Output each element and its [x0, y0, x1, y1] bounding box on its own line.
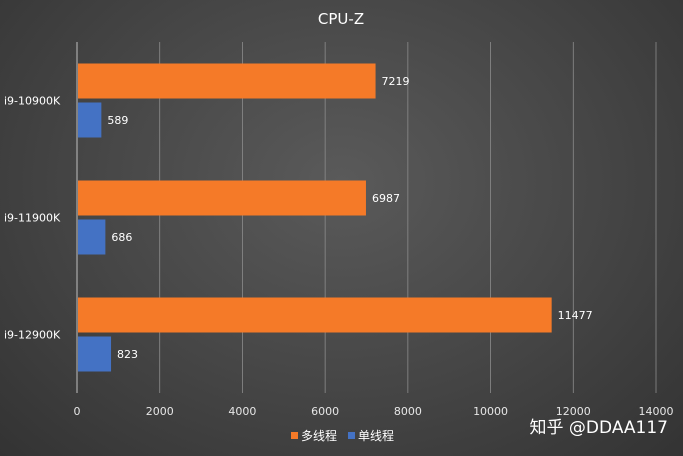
bar-multi-1	[78, 180, 366, 216]
data-label: 589	[107, 114, 128, 127]
gridlines	[159, 42, 657, 393]
legend-swatch	[348, 432, 355, 439]
category-labels: i9-10900K i9-11900K i9-12900K	[4, 95, 61, 342]
data-label: 7219	[382, 75, 410, 88]
bar-multi-2	[78, 297, 552, 333]
x-tick-label: 4000	[228, 405, 256, 418]
category-label: i9-11900K	[4, 212, 61, 225]
watermark: 知乎 @DDAA117	[530, 418, 668, 438]
x-tick-label: 8000	[394, 405, 422, 418]
chart-title: CPU-Z	[318, 10, 364, 28]
bar-single-0	[78, 102, 102, 138]
x-tick-label: 12000	[556, 405, 591, 418]
category-label: i9-12900K	[4, 329, 61, 342]
category-label: i9-10900K	[4, 95, 61, 108]
x-tick-label: 14000	[639, 405, 674, 418]
legend-label: 单线程	[358, 428, 394, 443]
x-axis-ticks: 0 2000 4000 6000 8000 10000 12000 14000	[74, 405, 674, 418]
x-tick-label: 6000	[311, 405, 339, 418]
legend-label: 多线程	[301, 428, 337, 443]
legend-swatch	[291, 432, 298, 439]
bars: 7219 589 6987 686 11477 823	[78, 63, 593, 372]
legend: 多线程 单线程	[291, 428, 394, 443]
data-label: 686	[111, 231, 132, 244]
bar-single-1	[78, 219, 106, 255]
bar-multi-0	[78, 63, 376, 99]
data-label: 823	[117, 348, 138, 361]
data-label: 11477	[558, 309, 593, 322]
x-tick-label: 2000	[146, 405, 174, 418]
bar-single-2	[78, 336, 112, 372]
x-tick-label: 0	[74, 405, 81, 418]
x-tick-label: 10000	[473, 405, 508, 418]
data-label: 6987	[372, 192, 400, 205]
